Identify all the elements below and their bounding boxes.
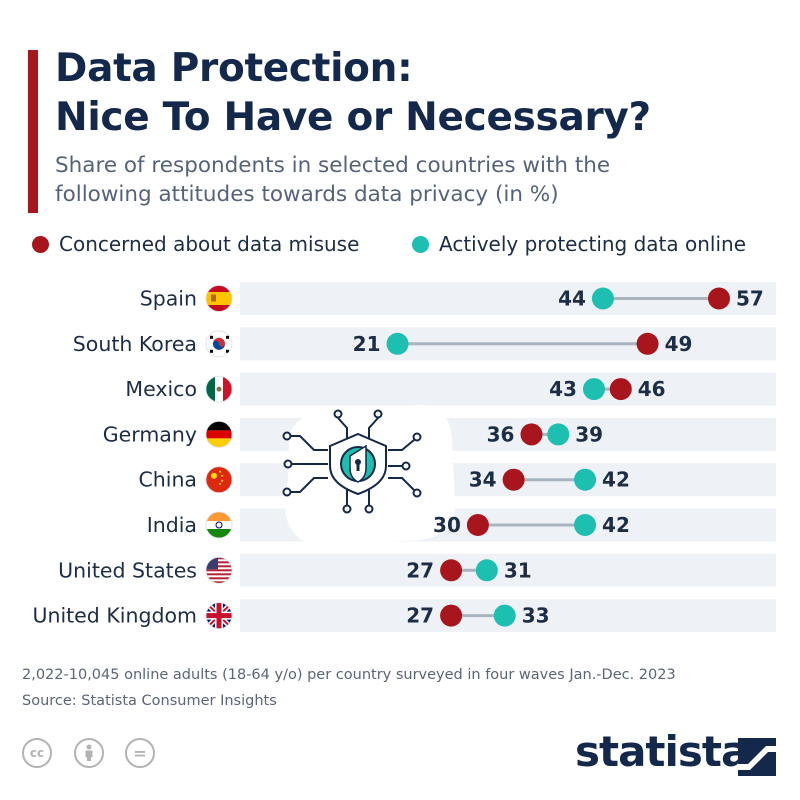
chart-title-line-2: Nice To Have or Necessary? bbox=[55, 95, 651, 140]
category-label: Mexico bbox=[125, 377, 197, 401]
protecting-dot bbox=[582, 378, 605, 401]
concerned-value-label: 30 bbox=[433, 513, 461, 537]
chart-subtitle-line-1: Share of respondents in selected countri… bbox=[55, 153, 611, 178]
cc-icon[interactable]: cc bbox=[22, 738, 52, 768]
legend-item-protecting: Actively protecting data online bbox=[412, 232, 746, 256]
united-states-flag-icon bbox=[205, 556, 233, 584]
china-flag-icon bbox=[205, 466, 233, 494]
concerned-dot bbox=[708, 287, 731, 310]
row-background bbox=[240, 372, 776, 406]
protecting-dot bbox=[475, 559, 498, 582]
category-label: United States bbox=[58, 558, 197, 582]
category-label: India bbox=[147, 513, 197, 537]
united-kingdom-flag-icon bbox=[205, 602, 233, 629]
chart-title-line-1: Data Protection: bbox=[55, 46, 413, 91]
category-label: China bbox=[138, 468, 197, 492]
concerned-value-label: 57 bbox=[736, 287, 764, 311]
india-flag-icon bbox=[205, 511, 233, 539]
legend-item-concerned: Concerned about data misuse bbox=[32, 232, 359, 256]
concerned-dot bbox=[440, 559, 463, 582]
row-backgrounds bbox=[240, 282, 776, 633]
legend-label-concerned: Concerned about data misuse bbox=[59, 232, 360, 256]
concerned-value-label: 46 bbox=[638, 377, 666, 401]
protecting-value-label: 31 bbox=[504, 558, 532, 582]
category-label: South Korea bbox=[73, 332, 197, 356]
concerned-dot bbox=[440, 604, 463, 627]
concerned-dot bbox=[502, 468, 525, 491]
concerned-value-label: 36 bbox=[487, 422, 515, 446]
chart-subtitle-line-2: following attitudes towards data privacy… bbox=[55, 182, 559, 207]
nd-icon[interactable]: = bbox=[125, 738, 155, 768]
category-label: Spain bbox=[140, 287, 197, 311]
spain-flag-icon bbox=[205, 285, 233, 312]
concerned-dot bbox=[609, 378, 632, 401]
protecting-dot bbox=[574, 514, 597, 536]
protecting-dot bbox=[591, 287, 614, 310]
statista-logo-mark bbox=[738, 738, 776, 776]
row-background bbox=[240, 553, 776, 587]
concerned-value-label: 27 bbox=[406, 604, 434, 628]
category-label: Germany bbox=[103, 422, 197, 446]
protecting-value-label: 39 bbox=[575, 422, 603, 446]
concerned-value-label: 49 bbox=[665, 332, 693, 356]
protecting-value-label: 21 bbox=[353, 332, 381, 356]
protecting-value-label: 43 bbox=[549, 377, 577, 401]
category-label: United Kingdom bbox=[32, 604, 197, 628]
statista-logo[interactable]: statista bbox=[575, 727, 749, 776]
person-icon bbox=[85, 744, 93, 761]
protecting-dot bbox=[547, 423, 570, 446]
concerned-value-label: 34 bbox=[469, 468, 497, 492]
concerned-dot bbox=[520, 423, 543, 446]
mexico-flag-icon bbox=[205, 375, 233, 403]
source-note: Source: Statista Consumer Insights bbox=[22, 693, 277, 709]
legend-dot-protecting bbox=[412, 235, 429, 253]
shield-keyhole-network-icon bbox=[282, 405, 455, 546]
survey-note: 2,022-10,045 online adults (18-64 y/o) p… bbox=[22, 667, 676, 683]
legend-dot-concerned bbox=[32, 235, 49, 253]
dumbbell-chart: Spain 44 57 South Korea 21 49 Mexico 43 46 German… bbox=[32, 282, 776, 633]
germany-flag-icon bbox=[205, 420, 233, 448]
concerned-dot bbox=[636, 332, 659, 355]
by-icon[interactable] bbox=[74, 738, 104, 768]
concerned-value-label: 27 bbox=[406, 558, 434, 582]
legend-label-protecting: Actively protecting data online bbox=[439, 232, 747, 256]
protecting-value-label: 42 bbox=[602, 468, 630, 492]
accent-bar bbox=[28, 50, 38, 213]
protecting-value-label: 42 bbox=[602, 513, 630, 537]
south-korea-flag-icon bbox=[205, 330, 233, 358]
protecting-dot bbox=[493, 604, 516, 627]
dumbbell-marks: Spain 44 57 South Korea 21 49 Mexico 43 46 German… bbox=[32, 285, 764, 629]
concerned-dot bbox=[466, 514, 489, 536]
protecting-dot bbox=[386, 332, 409, 355]
protecting-value-label: 33 bbox=[522, 604, 550, 628]
protecting-dot bbox=[574, 468, 597, 491]
protecting-value-label: 44 bbox=[558, 287, 586, 311]
